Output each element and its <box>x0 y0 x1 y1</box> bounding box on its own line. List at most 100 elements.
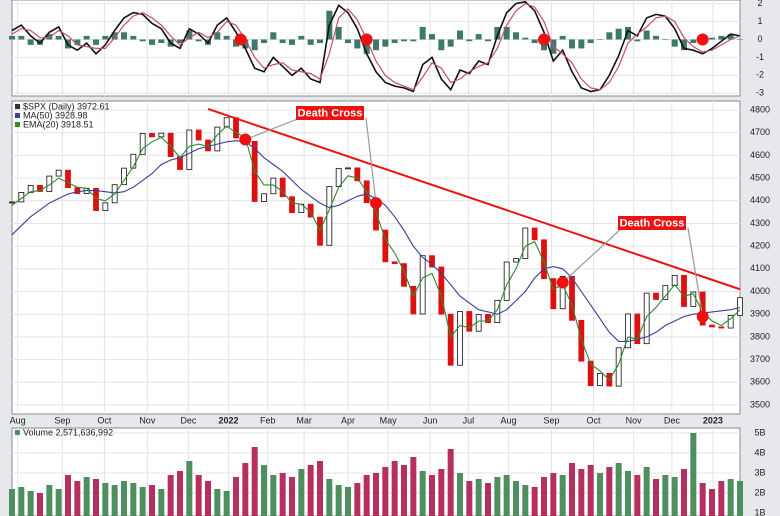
volume-bar <box>625 471 631 516</box>
volume-bar <box>18 487 25 516</box>
histogram-bar <box>139 39 146 42</box>
volume-bar <box>531 487 538 516</box>
y-tick-label: 4400 <box>750 195 770 205</box>
volume-bar <box>401 465 407 516</box>
annotation: Death Cross <box>298 107 363 119</box>
volume-bar <box>186 461 193 516</box>
volume-title: Volume 2,571,636,992 <box>23 427 113 437</box>
volume-bar <box>111 485 118 516</box>
candle <box>671 275 678 287</box>
volume-bar <box>466 481 473 516</box>
volume-bar <box>522 485 529 516</box>
x-tick-label: Aug <box>10 415 26 425</box>
volume-bar <box>382 467 389 516</box>
signal-point <box>538 33 550 46</box>
histogram-bar <box>158 39 165 44</box>
candle <box>55 169 62 177</box>
candle <box>139 133 146 155</box>
volume-bar <box>317 461 323 516</box>
histogram-bar <box>214 32 221 40</box>
candle <box>513 258 519 263</box>
histogram-bar <box>18 35 25 40</box>
histogram-bar <box>121 32 127 40</box>
legend-label: $SPX (Daily) 3972.61 <box>23 101 110 111</box>
legend-swatch <box>15 430 20 435</box>
volume-bar <box>326 479 333 516</box>
candle <box>158 132 165 138</box>
volume-bar <box>699 483 706 516</box>
y-tick-label: 4200 <box>750 241 770 251</box>
histogram-bar <box>587 39 594 44</box>
candle <box>345 167 351 170</box>
y-tick-label: -1 <box>756 52 764 62</box>
trendline <box>207 107 741 291</box>
candle <box>195 129 202 141</box>
histogram-bar <box>737 39 743 40</box>
histogram-bar <box>662 39 669 40</box>
volume-bar <box>74 481 81 516</box>
histogram-bar <box>55 35 62 40</box>
histogram-bar <box>363 39 370 54</box>
candle <box>177 156 183 170</box>
histogram-bar <box>298 35 305 40</box>
candle <box>522 227 529 260</box>
y-tick-label: 4B <box>754 447 765 457</box>
volume-bar <box>354 483 361 516</box>
volume-bar <box>662 475 669 516</box>
volume-bar <box>587 465 594 516</box>
y-tick-label: 4100 <box>750 263 770 273</box>
annotation: Death Cross <box>620 217 685 229</box>
histogram-bar <box>709 37 715 40</box>
volume-bar <box>643 467 650 516</box>
y-tick-label: 3700 <box>750 354 770 364</box>
candle <box>223 117 230 128</box>
histogram-bar <box>681 39 687 51</box>
histogram-bar <box>130 35 137 40</box>
histogram-bar <box>317 39 323 44</box>
signal-point <box>696 33 709 46</box>
histogram-bar <box>279 39 286 44</box>
histogram-bar <box>74 39 81 45</box>
volume-bar <box>307 465 314 516</box>
volume-bar <box>298 469 305 516</box>
volume-bar <box>597 473 603 516</box>
candle <box>354 167 361 182</box>
y-tick-label: 2B <box>754 487 765 497</box>
histogram-bar <box>251 39 258 51</box>
histogram-bar <box>391 39 398 44</box>
legend-swatch <box>15 122 20 127</box>
volume-bar <box>345 487 351 516</box>
x-tick-label: Aug <box>501 415 517 425</box>
histogram-bar <box>223 35 230 40</box>
candle <box>27 184 34 193</box>
volume-bar <box>270 475 277 516</box>
volume-bar <box>447 449 454 516</box>
volume-bar <box>55 489 62 516</box>
x-tick-label: 2022 <box>219 415 239 425</box>
histogram-bar <box>671 39 678 47</box>
histogram-bar <box>93 39 99 45</box>
volume-bar <box>709 489 715 516</box>
volume-bar <box>167 475 174 516</box>
volume-bar <box>718 481 725 516</box>
histogram-bar <box>289 39 295 45</box>
legend-swatch <box>15 104 20 109</box>
candle <box>550 278 557 310</box>
y-tick-label: 3900 <box>750 309 770 319</box>
volume-bar <box>9 489 15 516</box>
candle <box>457 311 463 366</box>
candle <box>569 275 575 321</box>
average-line <box>11 125 741 381</box>
x-tick-label: Sep <box>54 415 70 425</box>
candle <box>727 314 734 329</box>
histogram-bar <box>653 35 659 40</box>
legend-label: MA(50) 3928.98 <box>23 110 88 120</box>
y-tick-label: 1B <box>754 507 765 516</box>
histogram-bar <box>9 35 15 40</box>
cross-point <box>370 197 382 210</box>
volume-bar <box>429 475 435 516</box>
histogram-bar <box>597 39 603 40</box>
volume-bar <box>457 473 463 516</box>
candle <box>382 229 389 263</box>
histogram-bar <box>457 30 463 40</box>
